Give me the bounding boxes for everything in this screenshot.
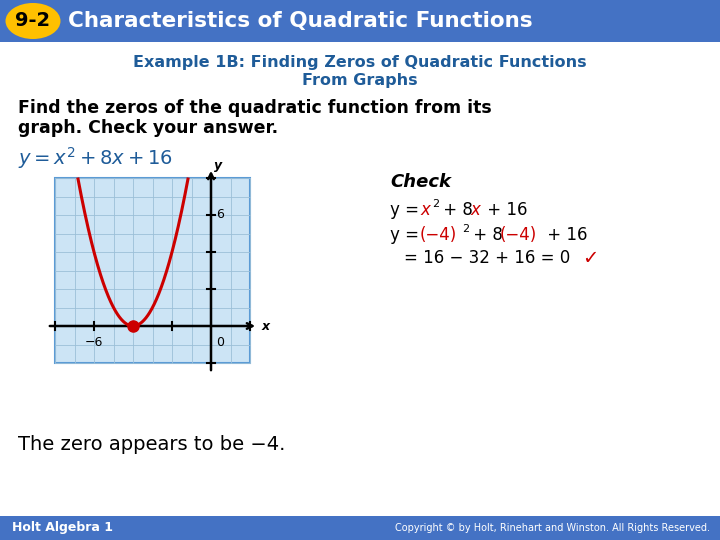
- Text: $y = x^2 + 8x + 16$: $y = x^2 + 8x + 16$: [18, 145, 173, 171]
- Text: Example 1B: Finding Zeros of Quadratic Functions: Example 1B: Finding Zeros of Quadratic F…: [133, 55, 587, 70]
- Text: Copyright © by Holt, Rinehart and Winston. All Rights Reserved.: Copyright © by Holt, Rinehart and Winsto…: [395, 523, 710, 533]
- Text: Holt Algebra 1: Holt Algebra 1: [12, 522, 113, 535]
- Text: 0: 0: [216, 336, 224, 349]
- Text: (−4): (−4): [500, 226, 537, 244]
- Text: 9-2: 9-2: [15, 11, 50, 30]
- Text: y: y: [214, 159, 222, 172]
- Text: Characteristics of Quadratic Functions: Characteristics of Quadratic Functions: [68, 11, 533, 31]
- Ellipse shape: [6, 3, 60, 39]
- Text: Find the zeros of the quadratic function from its: Find the zeros of the quadratic function…: [18, 99, 492, 117]
- Text: y =: y =: [390, 201, 424, 219]
- Text: + 16: + 16: [542, 226, 588, 244]
- Text: + 16: + 16: [482, 201, 528, 219]
- Text: The zero appears to be −4.: The zero appears to be −4.: [18, 435, 285, 455]
- Text: x: x: [470, 201, 480, 219]
- Text: 2: 2: [462, 224, 469, 234]
- Text: graph. Check your answer.: graph. Check your answer.: [18, 119, 278, 137]
- Text: (−4): (−4): [420, 226, 457, 244]
- Text: −6: −6: [85, 336, 103, 349]
- Bar: [0, 0, 720, 42]
- Text: y =: y =: [390, 226, 424, 244]
- Text: = 16 − 32 + 16 = 0: = 16 − 32 + 16 = 0: [404, 249, 570, 267]
- Text: ✓: ✓: [582, 248, 598, 267]
- Text: + 8: + 8: [438, 201, 473, 219]
- Text: From Graphs: From Graphs: [302, 72, 418, 87]
- Bar: [55, 178, 250, 363]
- Text: 2: 2: [432, 199, 439, 209]
- Text: 6: 6: [216, 208, 224, 221]
- Text: x: x: [262, 320, 270, 333]
- Text: + 8: + 8: [468, 226, 503, 244]
- Text: Check: Check: [390, 173, 451, 191]
- Bar: [0, 516, 720, 540]
- Text: x: x: [420, 201, 430, 219]
